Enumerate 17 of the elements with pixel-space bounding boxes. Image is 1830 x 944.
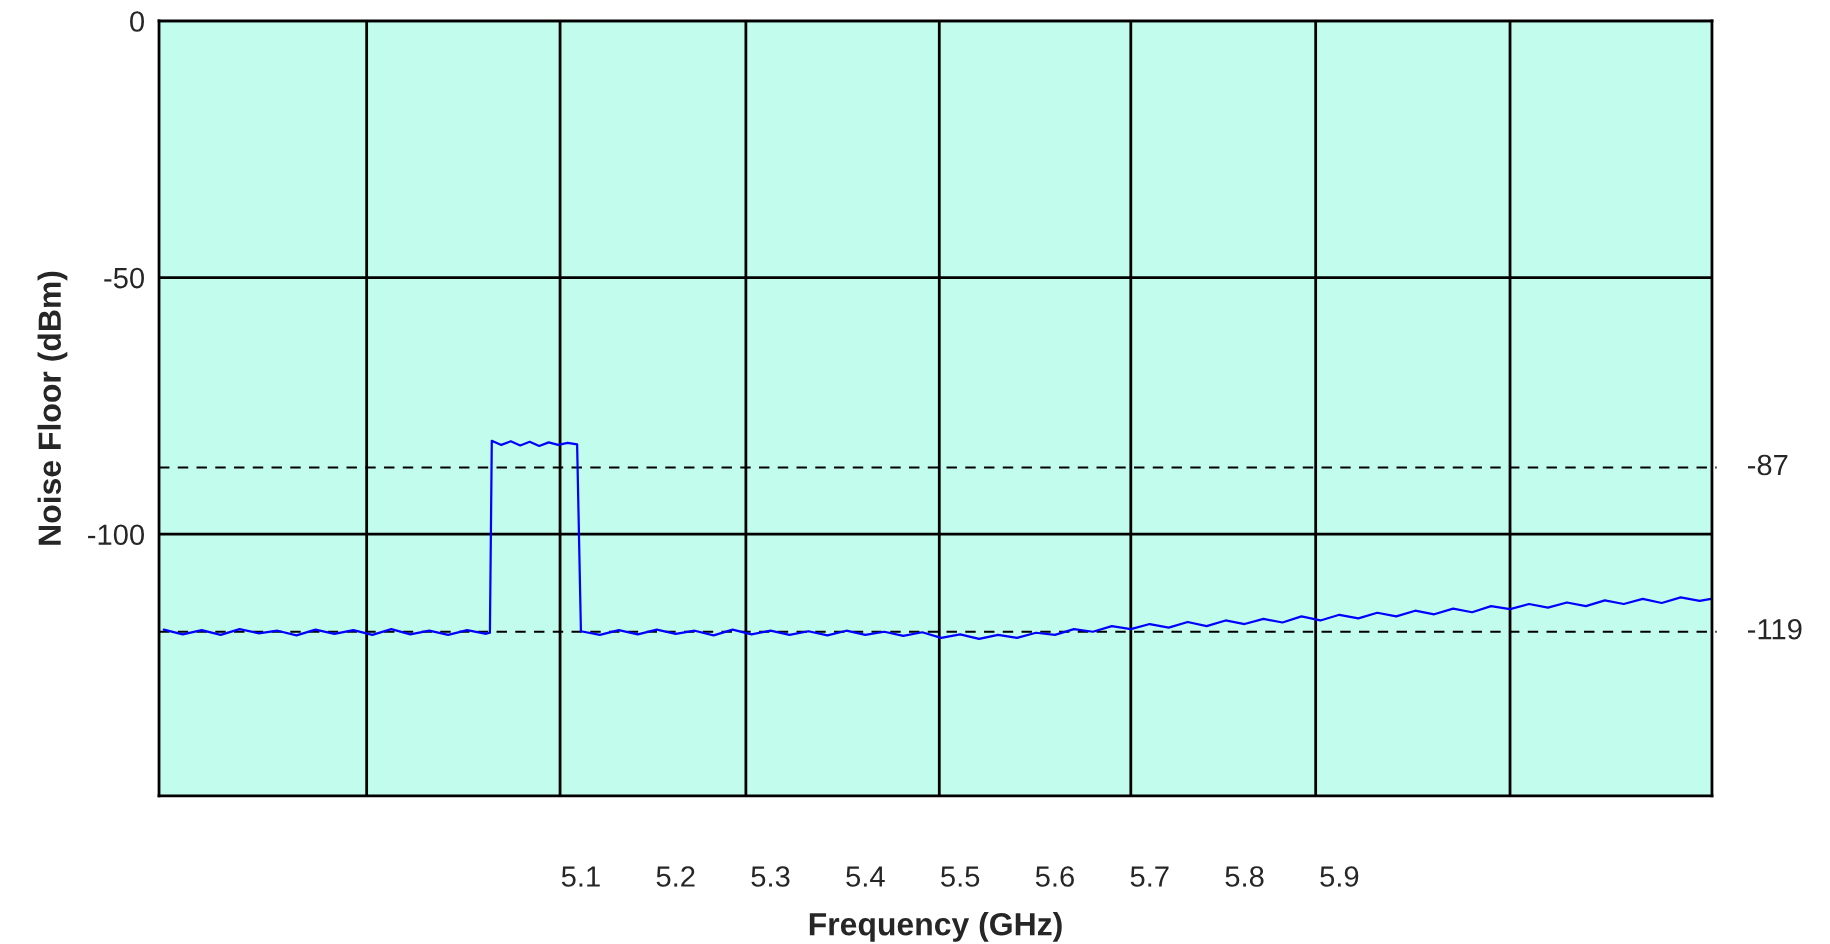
y-tick-label: -50 xyxy=(104,267,144,289)
x-axis-title: Frequency (GHz) xyxy=(809,912,1062,942)
y-tick-label: 0 xyxy=(130,11,144,32)
x-tick-label: 5.1 xyxy=(561,866,600,887)
x-tick-label: 5.6 xyxy=(1035,866,1074,887)
x-tick-label: 5.8 xyxy=(1225,866,1264,887)
x-tick-label: 5.4 xyxy=(846,866,885,887)
x-tick-label: 5.3 xyxy=(751,866,790,887)
x-tick-label: 5.7 xyxy=(1130,866,1169,887)
ref-line-label: -87 xyxy=(1747,454,1788,476)
y-axis-title: Noise Floor (dBm) xyxy=(37,271,68,545)
y-tick-label: -100 xyxy=(88,524,144,546)
line-series xyxy=(162,439,1712,641)
x-tick-label: 5.9 xyxy=(1320,866,1359,887)
x-tick-label: 5.5 xyxy=(941,866,980,887)
ref-line-label: -119 xyxy=(1747,618,1802,640)
x-tick-label: 5.2 xyxy=(656,866,695,887)
